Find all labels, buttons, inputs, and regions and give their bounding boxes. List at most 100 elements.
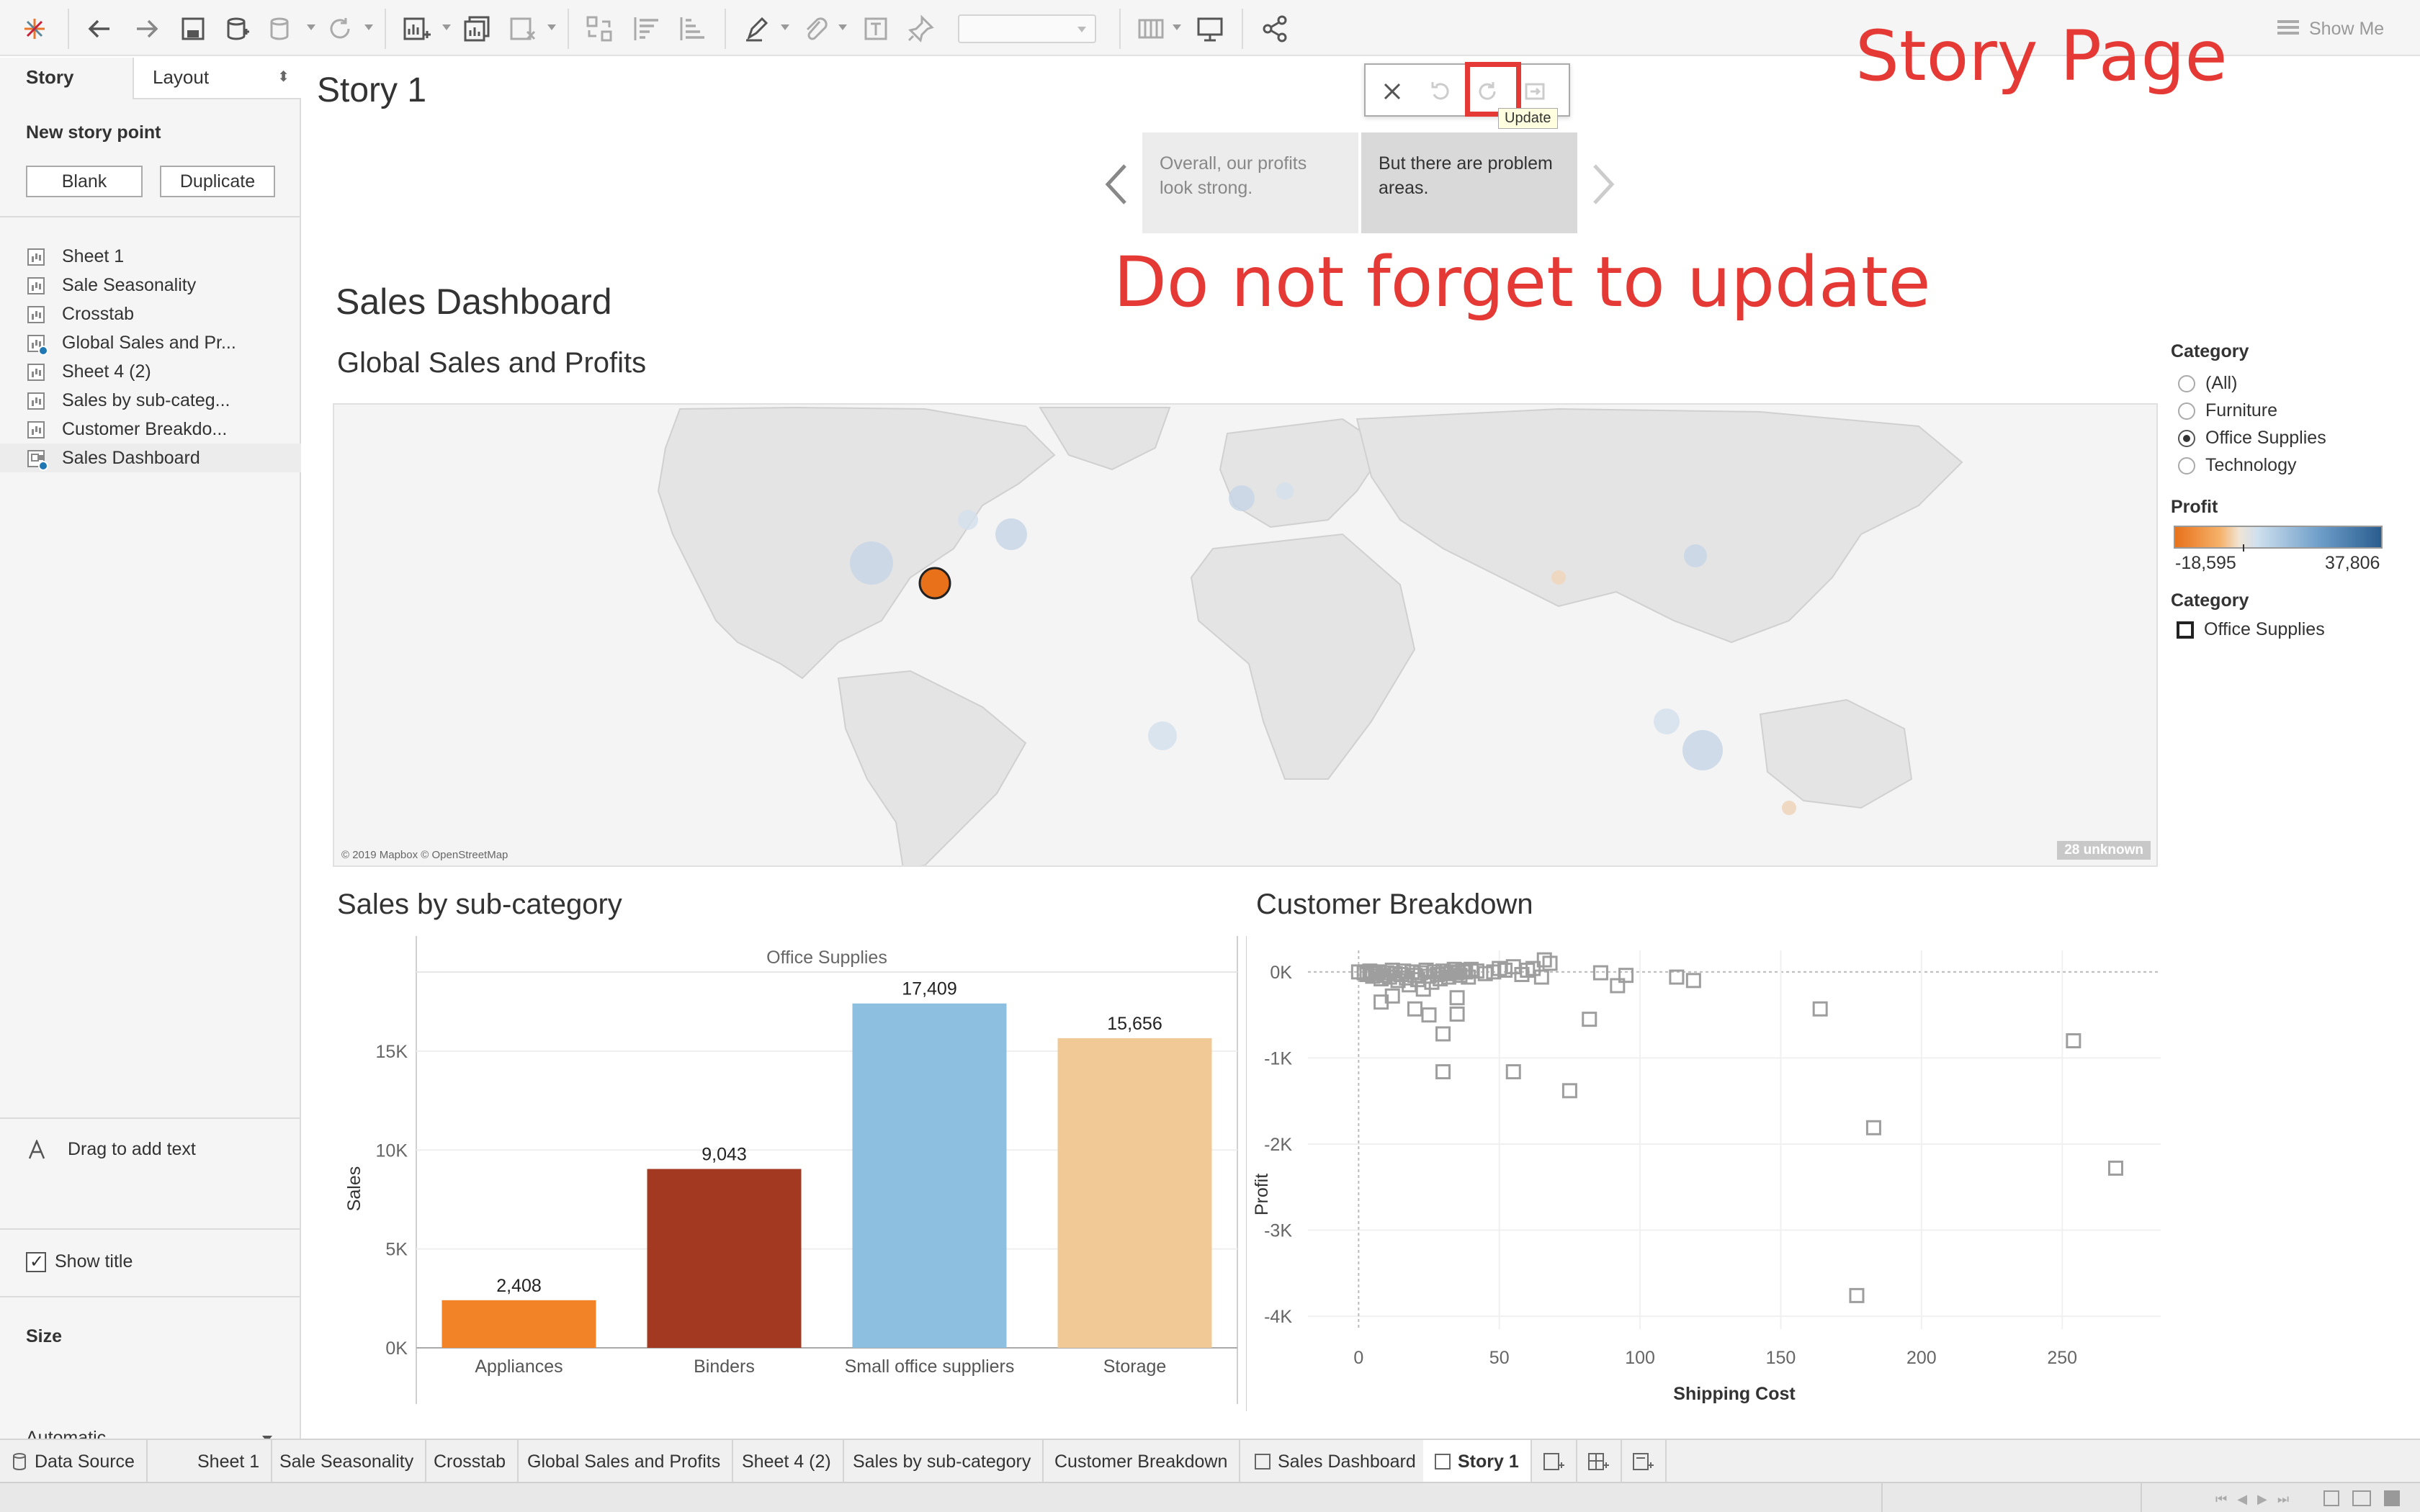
tab-sheet-4-2[interactable]: Sheet 4 (2) xyxy=(730,1440,844,1483)
tab-layout[interactable]: Layout xyxy=(133,58,301,99)
tab-sheet-1[interactable]: Sheet 1 xyxy=(186,1440,273,1483)
square-marker-icon xyxy=(2177,621,2194,639)
sheet-list-item[interactable]: Sales Dashboard xyxy=(0,444,301,472)
new-worksheet-icon[interactable] xyxy=(398,10,435,48)
chevron-down-icon[interactable] xyxy=(307,24,315,30)
show-me-icon xyxy=(2277,20,2299,35)
chevron-down-icon[interactable] xyxy=(838,24,847,30)
show-title-checkbox[interactable]: Show title xyxy=(26,1251,133,1272)
scatter-point xyxy=(1384,988,1400,1004)
fit-select[interactable] xyxy=(958,14,1096,43)
sheet-sorter-view-icon[interactable] xyxy=(2323,1490,2339,1506)
sheet-list-item-label: Sales by sub-categ... xyxy=(62,390,230,410)
shape-legend-item-label: Office Supplies xyxy=(2204,619,2325,639)
category-option-technology[interactable]: Technology xyxy=(2178,455,2296,476)
next-story-point-arrow[interactable] xyxy=(1589,163,1618,217)
sort-descending-icon[interactable] xyxy=(673,10,710,48)
group-members-icon[interactable] xyxy=(797,10,834,48)
duplicate-sheet-icon[interactable] xyxy=(458,10,496,48)
story-point-1[interactable]: Overall, our profits look strong. xyxy=(1142,132,1358,233)
bar-y-axis-label: Sales xyxy=(344,1166,364,1212)
sheet-list-item[interactable]: Global Sales and Pr... xyxy=(0,328,301,357)
pin-axes-icon[interactable] xyxy=(902,10,939,48)
sheet-tabs-bar: Data Source Sheet 1 Sale Seasonality Cro… xyxy=(0,1439,2420,1483)
redo-icon[interactable] xyxy=(128,10,166,48)
tab-data-source[interactable]: Data Source xyxy=(0,1440,148,1483)
shape-legend-title: Category xyxy=(2171,590,2249,611)
blank-button[interactable]: Blank xyxy=(26,166,143,197)
tab-global-sales-and-profits[interactable]: Global Sales and Profits xyxy=(516,1440,734,1483)
save-as-new-icon[interactable] xyxy=(1517,73,1553,109)
sort-ascending-icon[interactable] xyxy=(627,10,664,48)
sheet-list-item[interactable]: Customer Breakdo... xyxy=(0,415,301,444)
toolbar-separator xyxy=(385,9,386,49)
category-option-all[interactable]: (All) xyxy=(2178,373,2237,394)
previous-story-point-arrow[interactable] xyxy=(1102,163,1131,217)
chevron-down-icon[interactable] xyxy=(442,24,451,30)
category-option-furniture[interactable]: Furniture xyxy=(2178,400,2277,421)
swap-rows-columns-icon[interactable] xyxy=(581,10,618,48)
worksheet-icon xyxy=(27,421,45,438)
highlighted-city-marker[interactable] xyxy=(918,567,951,600)
filmstrip-view-icon[interactable] xyxy=(2352,1490,2371,1506)
scatter-y-tick-label: 0K xyxy=(1270,963,1292,983)
tab-customer-breakdown[interactable]: Customer Breakdown xyxy=(1043,1440,1241,1483)
unknown-locations-badge[interactable]: 28 unknown xyxy=(2057,841,2151,860)
revert-icon[interactable] xyxy=(1422,73,1458,109)
chevron-down-icon[interactable] xyxy=(781,24,789,30)
tableau-logo-icon[interactable] xyxy=(16,10,53,48)
drag-to-add-text[interactable]: Drag to add text xyxy=(27,1139,196,1160)
scatter-x-tick-label: 250 xyxy=(2047,1348,2077,1368)
close-icon[interactable] xyxy=(1374,73,1410,109)
sheet-list-item[interactable]: Sheet 4 (2) xyxy=(0,357,301,386)
undo-icon[interactable] xyxy=(81,10,118,48)
sheet-navigation-icons[interactable]: ⏮◀▶⏭ xyxy=(2215,1492,2300,1506)
scatter-point xyxy=(2066,1033,2081,1049)
sheet-list-item[interactable]: Sheet 1 xyxy=(0,242,301,271)
new-dashboard-tab-button[interactable] xyxy=(1576,1440,1622,1483)
tab-sales-dashboard[interactable]: Sales Dashboard xyxy=(1243,1440,1429,1483)
category-option-office-supplies[interactable]: Office Supplies xyxy=(2178,428,2326,449)
scatter-point xyxy=(1469,963,1484,979)
shape-legend-item[interactable]: Office Supplies xyxy=(2177,619,2325,640)
story-page-annotation: Story Page xyxy=(1855,16,2228,96)
new-story-tab-button[interactable] xyxy=(1621,1440,1667,1483)
greenland-landmass xyxy=(1039,407,1171,471)
chevron-down-icon[interactable] xyxy=(364,24,373,30)
presentation-mode-icon[interactable] xyxy=(1191,10,1229,48)
show-me-button[interactable]: Show Me xyxy=(2276,14,2384,43)
drag-to-add-text-label: Drag to add text xyxy=(68,1139,196,1159)
scatter-point xyxy=(1421,1007,1437,1023)
tab-crosstab[interactable]: Crosstab xyxy=(422,1440,519,1483)
tab-sale-seasonality[interactable]: Sale Seasonality xyxy=(268,1440,427,1483)
show-mark-labels-icon[interactable] xyxy=(857,10,895,48)
tab-story[interactable]: Story xyxy=(0,58,133,99)
refresh-icon[interactable] xyxy=(321,10,359,48)
chevron-down-icon[interactable] xyxy=(547,24,556,30)
show-cards-icon[interactable] xyxy=(1132,10,1170,48)
sheet-list-item[interactable]: Crosstab xyxy=(0,300,301,328)
sheet-list-item[interactable]: Sales by sub-categ... xyxy=(0,386,301,415)
story-point-2[interactable]: But there are problem areas. xyxy=(1361,132,1577,233)
new-data-source-icon[interactable] xyxy=(219,10,256,48)
world-map[interactable]: © 2019 Mapbox © OpenStreetMap 28 unknown xyxy=(333,403,2158,867)
pause-data-updates-icon[interactable] xyxy=(262,10,300,48)
bar-chart-title: Sales by sub-category xyxy=(337,888,622,920)
bar xyxy=(647,1169,802,1348)
update-icon[interactable] xyxy=(1469,73,1505,109)
tabs-view-icon[interactable] xyxy=(2384,1490,2400,1506)
duplicate-button[interactable]: Duplicate xyxy=(160,166,275,197)
scatter-x-axis-label: Shipping Cost xyxy=(1673,1384,1796,1404)
share-icon[interactable] xyxy=(1256,10,1294,48)
new-worksheet-tab-button[interactable] xyxy=(1531,1440,1577,1483)
highlight-icon[interactable] xyxy=(738,10,775,48)
clear-sheet-icon[interactable] xyxy=(504,10,542,48)
scatter-point xyxy=(1505,1064,1521,1080)
sheet-list-item[interactable]: Sale Seasonality xyxy=(0,271,301,300)
tab-sales-by-sub-category[interactable]: Sales by sub-category xyxy=(841,1440,1044,1483)
bar-y-tick-label: 15K xyxy=(376,1042,408,1062)
save-icon[interactable] xyxy=(174,10,212,48)
tab-story-1[interactable]: Story 1 xyxy=(1423,1440,1532,1483)
radio-selected-icon xyxy=(2178,429,2195,447)
chevron-down-icon[interactable] xyxy=(1173,24,1181,30)
